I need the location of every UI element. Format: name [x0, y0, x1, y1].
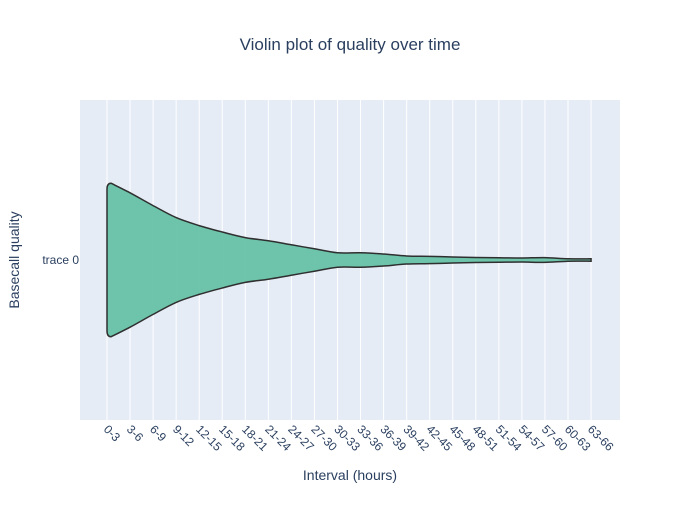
x-axis-title: Interval (hours): [303, 467, 397, 483]
y-tick-label: trace 0: [42, 253, 79, 267]
x-tick-label: 63-66: [585, 422, 617, 454]
y-axis-title: Basecall quality: [6, 211, 22, 308]
x-tick-label: 6-9: [147, 422, 169, 444]
chart-title: Violin plot of quality over time: [240, 35, 461, 54]
x-tick-label: 0-3: [101, 422, 123, 444]
x-tick-label: 3-6: [124, 422, 146, 444]
x-tick-label: 9-12: [170, 422, 197, 449]
x-tick-labels: 0-3 3-6 6-9 9-1212-1515-1818-2121-2424-2727…: [101, 422, 617, 454]
violin-trace[interactable]: [106, 182, 592, 338]
